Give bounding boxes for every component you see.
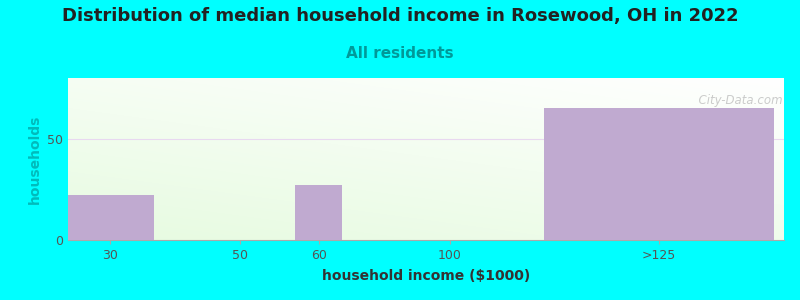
Text: All residents: All residents <box>346 46 454 62</box>
Bar <box>295 185 342 240</box>
Text: Distribution of median household income in Rosewood, OH in 2022: Distribution of median household income … <box>62 8 738 26</box>
Y-axis label: households: households <box>27 114 42 204</box>
Bar <box>66 196 154 240</box>
X-axis label: household income ($1000): household income ($1000) <box>322 269 530 283</box>
Bar <box>543 108 774 240</box>
Text: City-Data.com: City-Data.com <box>691 94 782 107</box>
